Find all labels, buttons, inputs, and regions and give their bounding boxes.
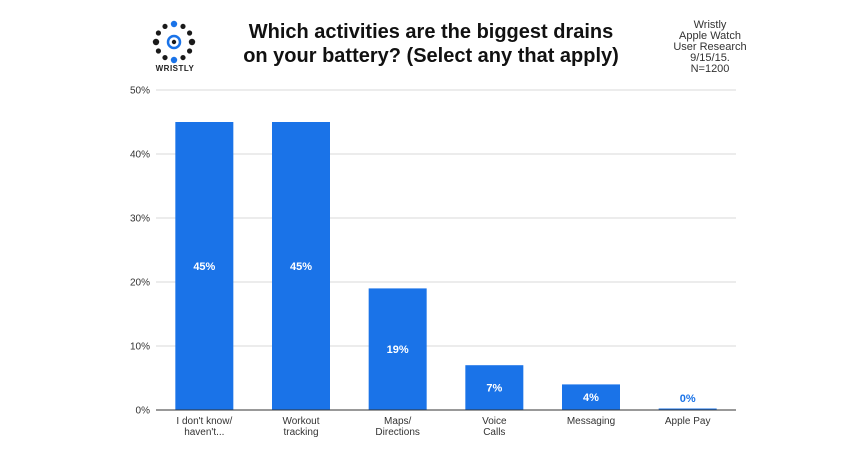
source-note: Wristly Apple Watch User Research 9/15/1… xyxy=(660,20,760,75)
logo-dot xyxy=(186,30,193,36)
logo-dot xyxy=(186,48,193,54)
y-tick-label: 0% xyxy=(136,406,151,417)
logo-dot xyxy=(180,54,186,61)
y-tick-label: 50% xyxy=(130,86,150,97)
data-label: 0% xyxy=(680,393,696,405)
bar xyxy=(368,288,427,410)
source-note-line-4: 9/15/15. xyxy=(690,52,730,64)
x-tick-label: Directions xyxy=(375,427,419,438)
logo-center-ring xyxy=(166,34,182,50)
logo-dot xyxy=(152,38,160,46)
data-label: 45% xyxy=(193,261,215,273)
y-tick-label: 20% xyxy=(130,278,150,289)
logo-dot xyxy=(155,48,162,54)
logo-dot xyxy=(162,54,168,61)
x-tick-label: Apple Pay xyxy=(665,416,711,427)
source-note-line-2: Apple Watch xyxy=(679,30,741,42)
logo-wordmark: WRISTLY xyxy=(155,64,195,73)
y-tick-label: 30% xyxy=(130,214,150,225)
x-tick-label: haven't... xyxy=(184,427,224,438)
data-label: 19% xyxy=(387,344,409,356)
x-tick-label: Voice xyxy=(482,416,507,427)
bar xyxy=(272,122,330,410)
bar xyxy=(658,408,717,410)
bar xyxy=(465,365,524,410)
logo-dot xyxy=(170,56,178,64)
data-label: 7% xyxy=(486,383,502,395)
bar xyxy=(562,384,620,410)
wristly-logo-icon xyxy=(152,20,196,64)
logo-dot xyxy=(180,23,186,30)
source-note-line-1: Wristly xyxy=(693,19,727,31)
logo-dot xyxy=(155,30,162,36)
source-note-line-3: User Research xyxy=(673,41,747,53)
y-tick-label: 10% xyxy=(130,342,150,353)
data-label: 45% xyxy=(290,261,312,273)
bar xyxy=(175,122,234,410)
logo-dot xyxy=(162,23,168,30)
logo-dot xyxy=(170,20,178,28)
logo-dot xyxy=(188,38,196,46)
x-tick-label: Workout xyxy=(282,416,319,427)
y-tick-label: 40% xyxy=(130,150,150,161)
x-tick-label: I don't know/ xyxy=(176,416,232,427)
x-tick-label: Maps/ xyxy=(384,416,411,427)
chart-title-line-1: Which activities are the biggest drains xyxy=(248,21,614,43)
source-note-line-5: N=1200 xyxy=(690,63,730,75)
x-tick-label: Calls xyxy=(483,427,505,438)
data-label: 4% xyxy=(583,392,599,404)
x-tick-label: Messaging xyxy=(567,416,615,427)
x-tick-label: tracking xyxy=(283,427,318,438)
logo-center-dot xyxy=(171,39,177,45)
chart-title-line-2: on your battery? (Select any that apply) xyxy=(243,45,619,67)
chart-title: Which activities are the biggest drains … xyxy=(215,20,647,68)
